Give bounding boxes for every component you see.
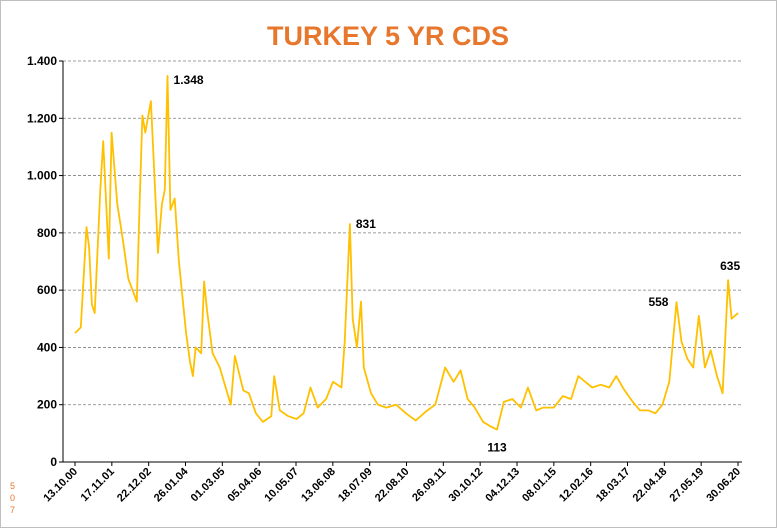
y-tick-label: 1.000 [27, 169, 57, 183]
annotation: 558 [648, 295, 668, 309]
annotation: 113 [487, 441, 507, 455]
footnote: 507 [10, 481, 16, 515]
series-line [74, 75, 739, 431]
y-tick-label: 1.200 [27, 111, 57, 125]
y-tick-label: 0 [50, 455, 57, 469]
annotation: 1.348 [174, 73, 204, 87]
y-tick-label: 800 [37, 226, 57, 240]
chart-title: TURKEY 5 YR CDS [267, 21, 509, 51]
y-tick-label: 1.400 [27, 54, 57, 68]
annotation: 635 [720, 259, 740, 273]
annotation: 831 [356, 217, 376, 231]
y-tick-label: 200 [37, 398, 57, 412]
y-tick-label: 400 [37, 340, 57, 354]
y-tick-label: 600 [37, 283, 57, 297]
